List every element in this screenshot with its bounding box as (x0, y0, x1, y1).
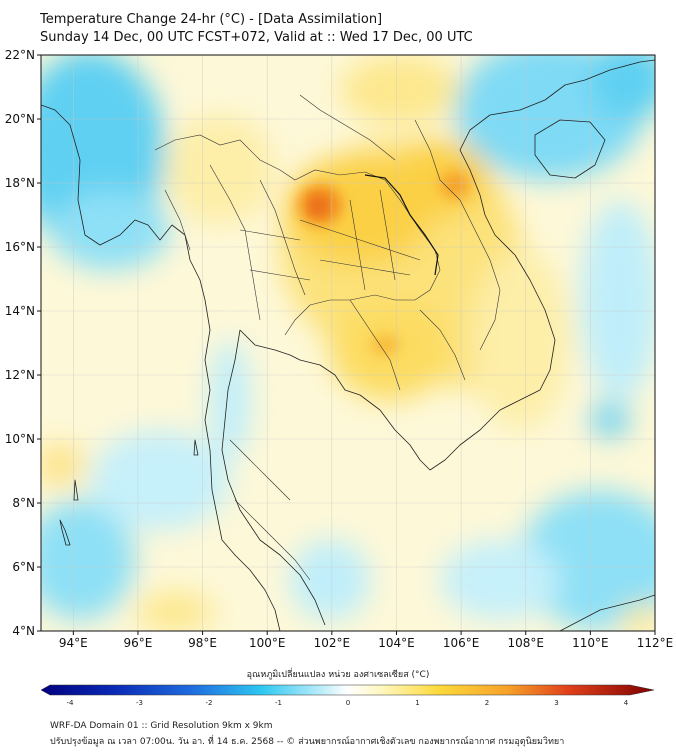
colorbar-tick-label: 2 (485, 699, 489, 707)
lat-tick-label: 6°N (12, 560, 35, 574)
lon-tick-label: 96°E (124, 636, 153, 650)
lat-tick-label: 4°N (12, 624, 35, 638)
colorbar-tick-label: -2 (206, 699, 213, 707)
colorbar-tick-label: -4 (67, 699, 75, 707)
latitude-axis: 4°N 6°N 8°N 10°N 12°N 14°N 16°N 18°N 20°N 22°N (5, 48, 41, 638)
colorbar-tick-label: 3 (554, 699, 558, 707)
lat-tick-label: 14°N (5, 304, 35, 318)
longitude-axis: 94°E 96°E 98°E 100°E 102°E 104°E 106°E 108°E 110… (59, 631, 673, 650)
colorbar-tick-label: -3 (136, 699, 143, 707)
colorbar-tick-label: -1 (275, 699, 282, 707)
lon-tick-label: 112°E (637, 636, 674, 650)
lat-tick-label: 12°N (5, 368, 35, 382)
lon-tick-label: 104°E (378, 636, 415, 650)
temperature-field (41, 55, 655, 631)
lat-tick-label: 18°N (5, 176, 35, 190)
lat-tick-label: 20°N (5, 112, 35, 126)
lat-tick-label: 8°N (12, 496, 35, 510)
colorbar-title: อุณหภูมิเปลี่ยนแปลง หน่วย องศาเซลเซียส (… (246, 670, 430, 680)
lon-tick-label: 108°E (507, 636, 544, 650)
footer-credit: ปรับปรุงข้อมูล ณ เวลา 07:00น. วัน อา. ที… (50, 737, 565, 747)
lat-tick-label: 22°N (5, 48, 35, 62)
lat-tick-label: 10°N (5, 432, 35, 446)
lon-tick-label: 110°E (572, 636, 609, 650)
province-borders (154, 94, 501, 581)
coastlines (41, 59, 655, 631)
colorbar-tick-label: 0 (346, 699, 350, 707)
colorbar-tick-label: 1 (415, 699, 419, 707)
lon-tick-label: 98°E (188, 636, 217, 650)
colorbar-tick-label: 4 (624, 699, 629, 707)
lon-tick-label: 106°E (443, 636, 480, 650)
colorbar: -4 -3 -2 -1 0 1 2 3 4 (40, 684, 655, 707)
map-frame (40, 54, 656, 632)
footer-model-info: WRF-DA Domain 01 :: Grid Resolution 9km … (50, 721, 273, 731)
lon-tick-label: 102°E (314, 636, 351, 650)
map-subtitle: Sunday 14 Dec, 00 UTC FCST+072, Valid at… (40, 30, 473, 45)
lon-tick-label: 100°E (249, 636, 286, 650)
lat-tick-label: 16°N (5, 240, 35, 254)
colorbar-scale (40, 684, 655, 696)
map-title: Temperature Change 24-hr (°C) - [Data As… (40, 12, 383, 27)
lon-tick-label: 94°E (59, 636, 88, 650)
